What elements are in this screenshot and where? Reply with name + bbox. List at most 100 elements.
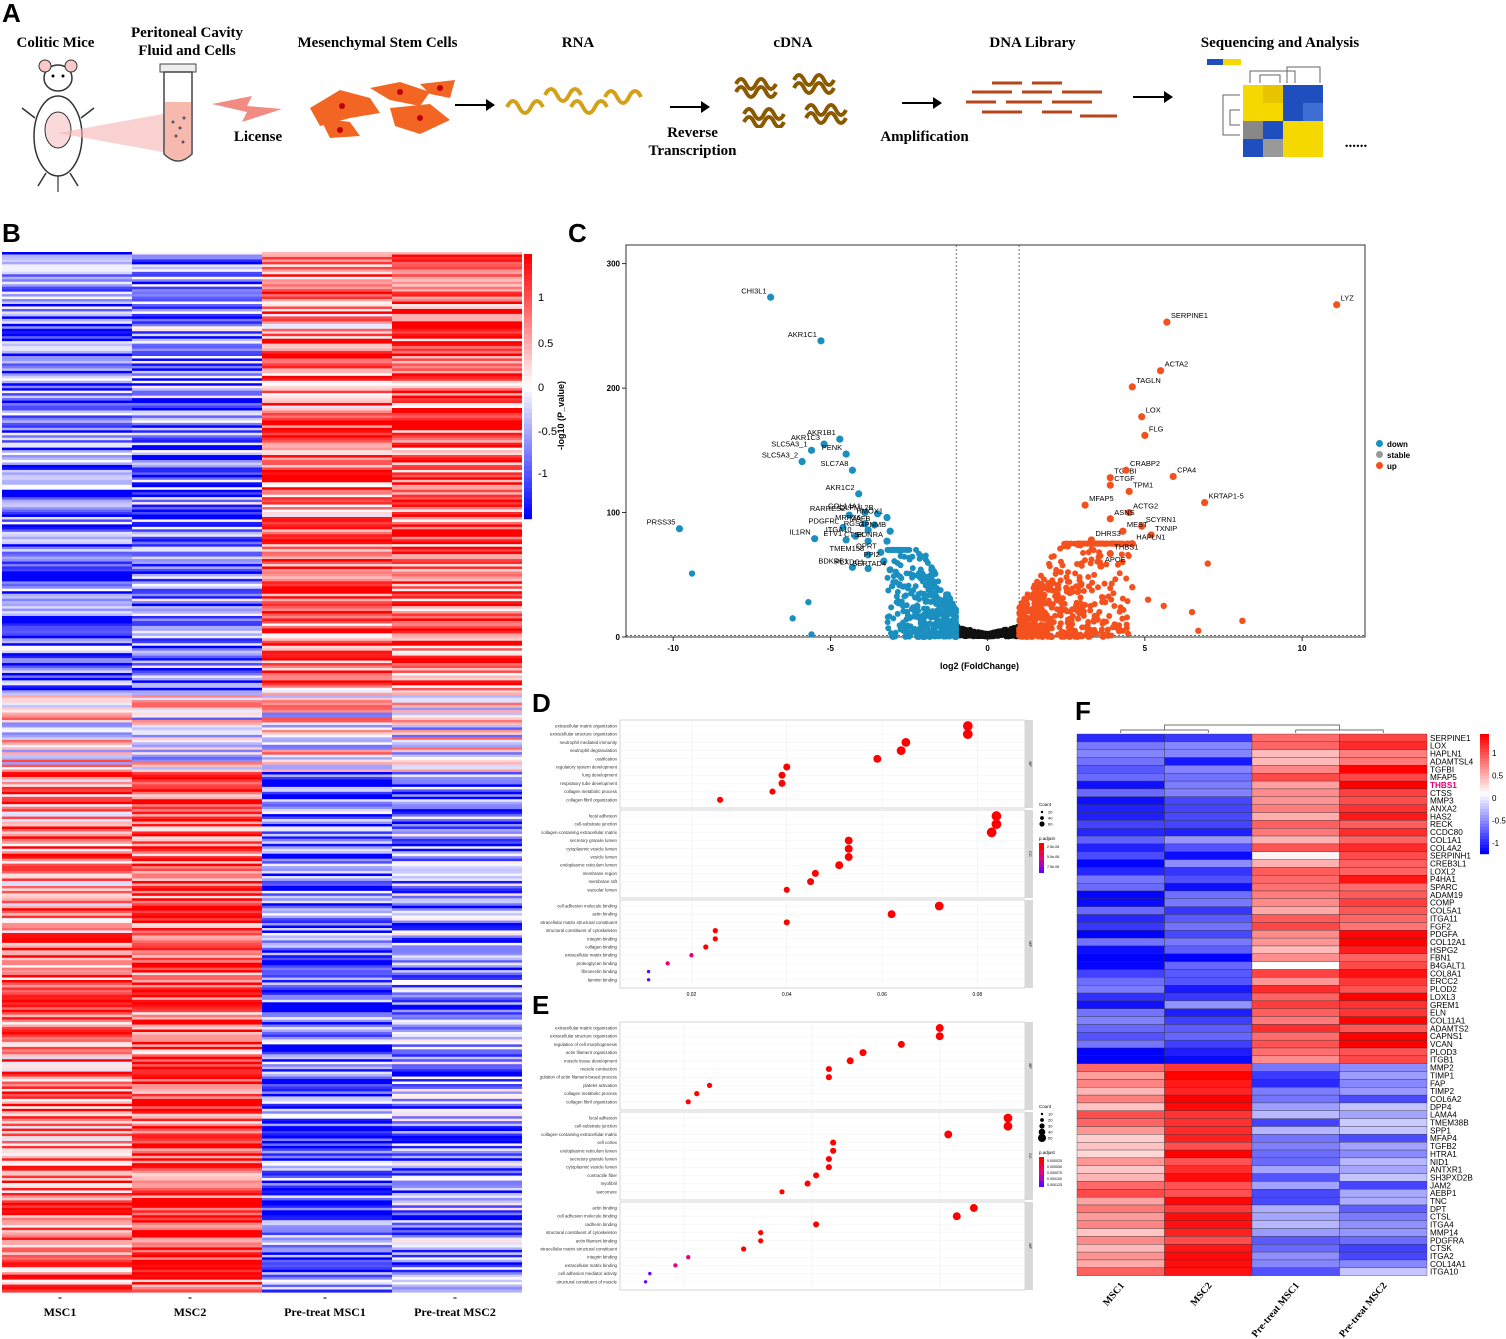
heatmap-f-cell [1164, 765, 1253, 774]
heatmap-b-cell [132, 1126, 262, 1130]
heatmap-b-cell [262, 450, 392, 454]
heatmap-b-cell [132, 1192, 262, 1197]
heatmap-b-cell [262, 955, 392, 959]
heatmap-b-cell [132, 672, 262, 677]
heatmap-b-cell [132, 824, 262, 828]
heatmap-b-cell [262, 430, 392, 434]
heatmap-b-cell [262, 987, 392, 991]
heatmap-b-cell [392, 1163, 522, 1167]
arrow-4-icon [1133, 91, 1173, 103]
heatmap-b-cell [132, 980, 262, 984]
heatmap-f-cell [1164, 1165, 1253, 1174]
heatmap-b-cell [132, 1027, 262, 1031]
heatmap-f-col-label: Pre-treat MSC1 [1250, 1281, 1302, 1339]
heatmap-b-cell [2, 618, 132, 622]
go-strip-label: MF [1028, 941, 1033, 947]
heatmap-b-cell [392, 628, 522, 632]
heatmap-b-cell [262, 460, 392, 464]
heatmap-b-cell [392, 1254, 522, 1258]
heatmap-b-cell [132, 1242, 262, 1246]
heatmap-b-cell [262, 1012, 392, 1016]
heatmap-f-cells [1076, 733, 1428, 1276]
up-point [1108, 580, 1115, 587]
gene-label-rgs2: RGS2 [844, 519, 864, 528]
go-dot [706, 1082, 713, 1088]
heatmap-b-cell [2, 363, 132, 367]
heatmap-b-cell [262, 487, 392, 491]
heatmap-b [2, 252, 532, 1293]
gene-point-il1rn [811, 535, 819, 543]
heatmap-f-cell [1339, 1118, 1428, 1127]
go-dot [830, 1139, 837, 1146]
legend-label-down: down [1387, 440, 1408, 449]
heatmap-b-cell [132, 653, 262, 657]
heatmap-b-cell [262, 1205, 392, 1209]
go-dot [712, 928, 718, 934]
heatmap-b-cell [2, 509, 132, 513]
go-dot [813, 1172, 820, 1179]
heatmap-b-cell [132, 299, 262, 303]
heatmap-b-cell [132, 489, 262, 493]
heatmap-b-cell [262, 804, 392, 808]
heatmap-b-cell [132, 336, 262, 340]
heatmap-b-cell [132, 1183, 262, 1187]
heatmap-b-cell [262, 1160, 392, 1164]
up-point [1088, 556, 1095, 563]
gene-point-slc5a3_2 [798, 457, 806, 466]
heatmap-b-cell [2, 1237, 132, 1241]
outlier-point [789, 615, 796, 622]
heatmap-b-cell [392, 618, 522, 622]
heatmap-f-cell [1339, 1149, 1428, 1159]
heatmap-f-cell [1076, 804, 1165, 813]
heatmap-b-cell [2, 937, 132, 941]
heatmap-b-cell [132, 821, 262, 825]
heatmap-b-cell [132, 972, 262, 976]
gene-label-lyz: LYZ [1341, 294, 1355, 303]
heatmap-b-cell [392, 1185, 522, 1189]
heatmap-b-cell [132, 908, 262, 912]
heatmap-b-cell [132, 997, 262, 1001]
heatmap-b-cell [262, 1210, 392, 1214]
legend-swatch [524, 455, 532, 461]
heatmap-b-cell [392, 601, 522, 605]
gene-label-mrps6: MRPS6 [835, 513, 861, 522]
heatmap-f-cell [1076, 882, 1165, 892]
heatmap-b-cell [262, 356, 392, 360]
heatmap-b-cell [262, 546, 392, 550]
heatmap-b-cell [2, 794, 132, 798]
heatmap-b-cell [132, 556, 262, 560]
heatmap-b-cell [132, 846, 262, 850]
go-term-label: respiratory tube development [560, 781, 618, 786]
heatmap-f-gene-label-sh3pxd2b: SH3PXD2B [1430, 1173, 1473, 1182]
heatmap-b-cell [262, 833, 392, 837]
heatmap-b-cell [262, 462, 392, 466]
gene-point-mfap5 [1081, 501, 1089, 509]
heatmap-b-cell [262, 772, 392, 776]
heatmap-b-cell [262, 970, 392, 974]
heatmap-f-cell [1251, 828, 1340, 837]
heatmap-b-cell [132, 937, 262, 941]
heatmap-b-cell [132, 343, 262, 347]
panel-label-e: E [532, 990, 550, 1020]
legend-swatch [524, 360, 532, 366]
heatmap-f-cell [1339, 898, 1428, 907]
heatmap-b-cell [2, 692, 132, 696]
heatmap-b-cell [132, 598, 262, 602]
go-dot [779, 1189, 785, 1195]
heatmap-b-cell [262, 729, 392, 733]
heatmap-b-cell [2, 752, 132, 756]
heatmap-f-cell [1251, 898, 1340, 907]
heatmap-b-cell [262, 286, 392, 290]
heatmap-b-cell [262, 670, 392, 674]
gene-point-flg [1141, 431, 1149, 439]
legend-swatch [524, 444, 532, 451]
heatmap-b-cell [2, 814, 132, 818]
heatmap-f-cell [1164, 780, 1253, 790]
heatmap-b-cell [262, 410, 392, 414]
heatmap-b-cell [132, 717, 262, 721]
heatmap-b-cell [392, 608, 522, 612]
up-point [1094, 540, 1101, 547]
heatmap-b-cell [132, 920, 262, 924]
heatmap-b-cell [262, 1155, 392, 1159]
heatmap-f-cell [1076, 1157, 1165, 1166]
